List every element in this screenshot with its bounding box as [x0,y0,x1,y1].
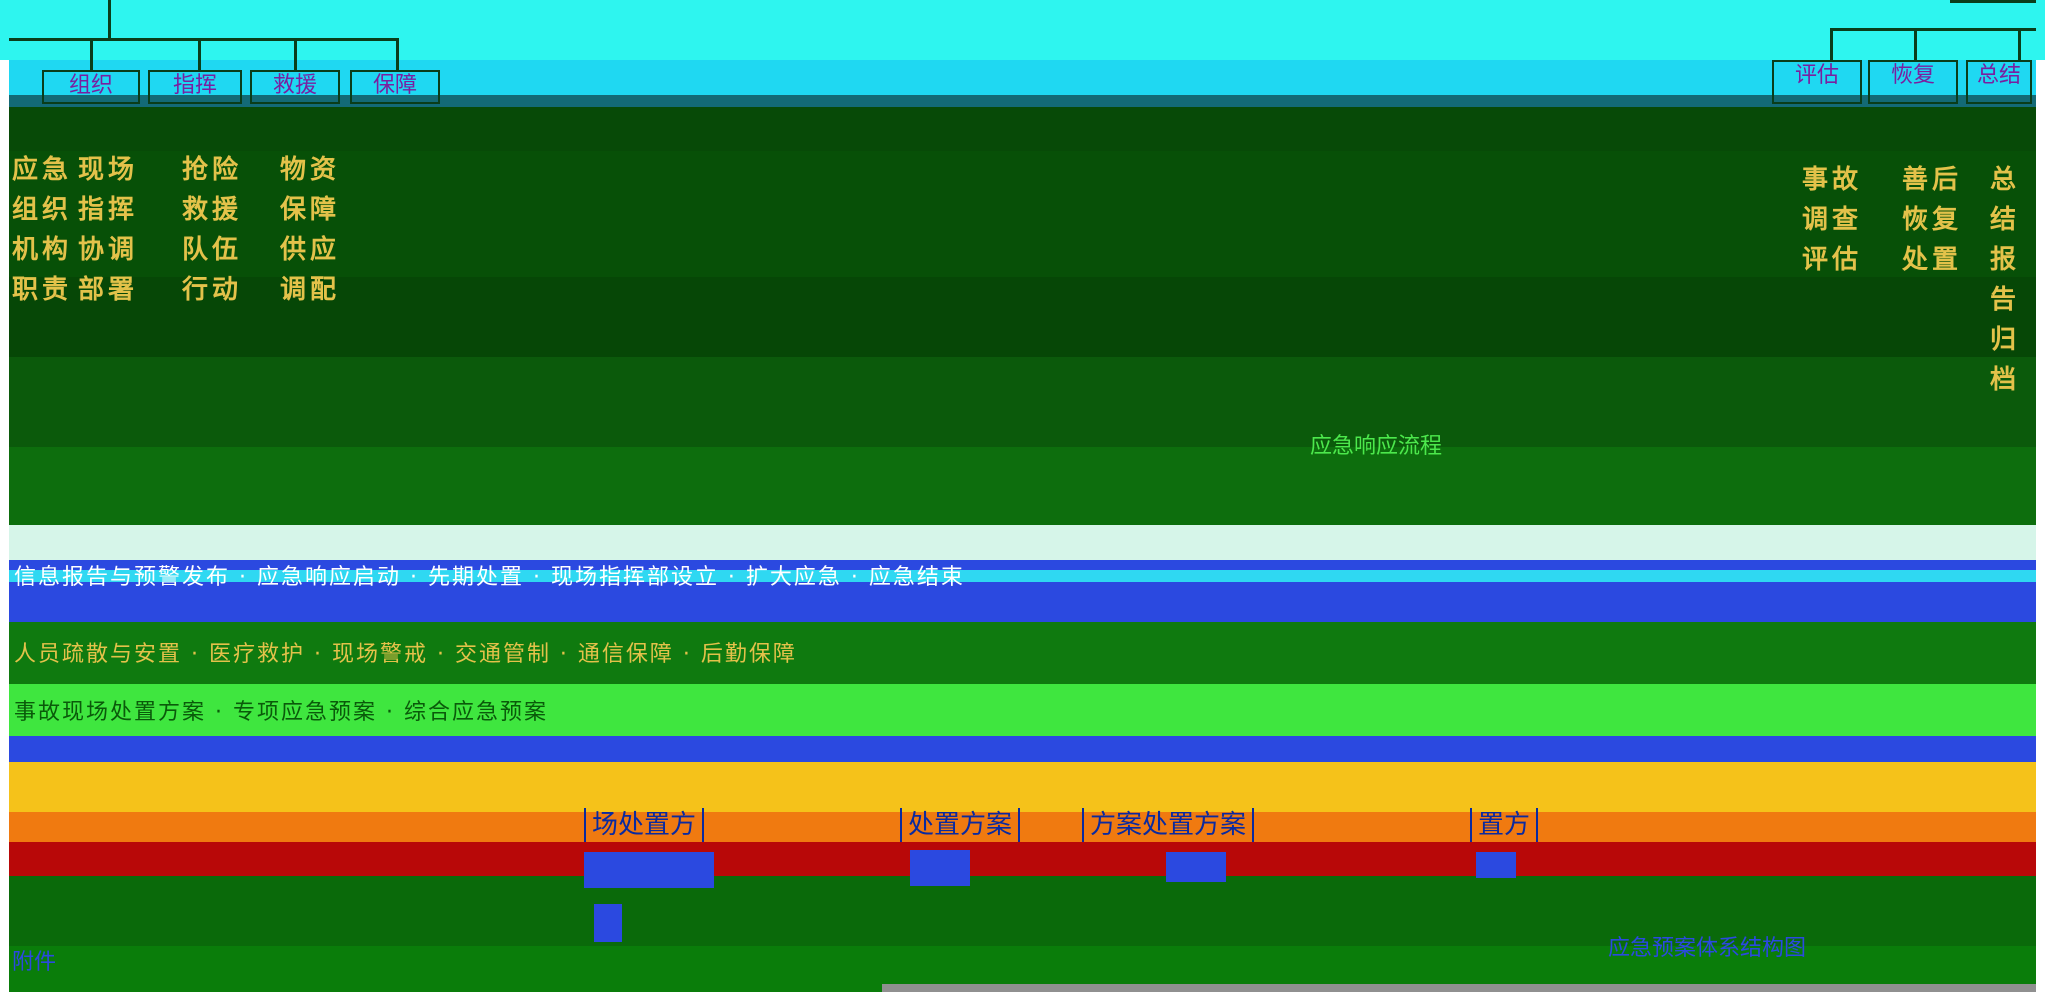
left-node-1: 组织 [42,70,140,104]
center-label: 应急响应流程 [1310,434,1443,459]
band-green-2 [9,622,2036,684]
plan-block-1 [584,852,714,888]
band-light [9,525,2036,560]
row-text-1: 信息报告与预警发布 · 应急响应启动 · 先期处置 · 现场指挥部设立 · 扩大… [14,565,965,590]
plan-cell-4: 置方 [1470,808,1539,842]
right-column-3: 总结 报告 归档 [1990,165,2021,395]
left-column-1: 应急 组织 机构 职责 [12,155,73,305]
right-node-1: 评估 [1772,60,1862,104]
band-cyan [9,60,2036,95]
band-green-1 [9,447,2036,525]
left-tree-drop-2 [198,38,201,70]
band-green-3 [9,876,2036,946]
right-tree-drop-2 [1914,28,1917,60]
plan-block-4 [1476,852,1516,878]
band-teal [9,95,2036,107]
band-dark-green-4 [9,357,2036,447]
right-column-2: 善后 恢复 处置 [1902,165,1963,275]
row-text-3: 事故现场处置方案 · 专项应急预案 · 综合应急预案 [14,700,548,725]
right-column-1: 事故 调查 评估 [1802,165,1863,275]
right-node-2: 恢复 [1868,60,1958,104]
row-text-2: 人员疏散与安置 · 医疗救护 · 现场警戒 · 交通管制 · 通信保障 · 后勤… [14,642,797,667]
left-tree-drop-4 [396,38,399,70]
plan-block-3 [1166,852,1226,882]
plan-cell-1: 场处置方 [584,808,705,842]
left-tree-drop-1 [90,38,93,70]
band-dark-green-1 [9,107,2036,151]
plan-cell-3: 方案处置方案 [1082,808,1255,842]
left-node-2: 指挥 [148,70,242,104]
plan-cell-2: 处置方案 [900,808,1021,842]
band-orange [9,812,2036,842]
header-band [0,0,2045,60]
band-blue-2 [9,736,2036,762]
left-node-4: 保障 [350,70,440,104]
left-node-3: 救援 [250,70,340,104]
plan-block-2 [910,850,970,886]
footer-right: 应急预案体系结构图 [1608,936,1807,961]
plan-block-1b [594,904,622,942]
right-tree-drop-1 [1830,28,1833,60]
footer-left: 附件 [12,950,57,975]
right-tree-drop-3 [2018,28,2021,60]
left-tree-branch-line [9,38,399,41]
scrollbar-track[interactable] [882,984,2036,992]
right-tree-branch-line [1830,28,2036,31]
left-column-3: 抢险 救援 队伍 行动 [182,155,243,305]
band-lime [9,684,2036,736]
band-cyan-stripe [9,570,2036,582]
band-yellow [9,762,2036,812]
band-red [9,842,2036,876]
left-column-4: 物资 保障 供应 调配 [280,155,341,305]
left-column-2: 现场 指挥 协调 部署 [78,155,139,305]
band-dark-green-2 [9,151,2036,277]
left-tree-drop-3 [294,38,297,70]
band-dark-green-3 [9,277,2036,357]
right-node-3: 总结 [1966,60,2032,104]
left-tree-top-line [108,0,111,38]
right-tree-top-line [1950,0,2036,3]
